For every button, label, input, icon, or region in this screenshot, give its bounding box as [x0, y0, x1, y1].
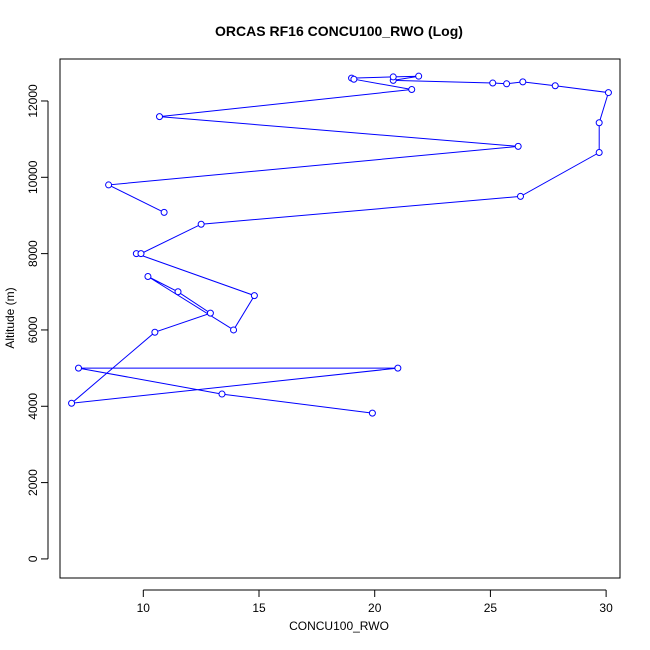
- y-tick-label: 4000: [26, 393, 40, 420]
- y-tick-label: 0: [26, 555, 40, 562]
- data-point: [394, 364, 402, 372]
- data-point: [519, 78, 527, 86]
- data-point: [68, 399, 76, 407]
- data-point: [230, 326, 238, 334]
- x-axis: 10 15 20 25 30: [137, 589, 613, 615]
- data-point: [105, 181, 113, 189]
- data-point: [595, 119, 603, 127]
- y-axis-label: Altitude (m): [3, 287, 17, 348]
- data-point: [218, 390, 226, 398]
- data-point: [160, 208, 168, 216]
- x-tick-label: 10: [137, 601, 151, 615]
- data-point: [516, 192, 524, 200]
- y-tick-label: 6000: [26, 316, 40, 343]
- data-point: [368, 409, 376, 417]
- data-point: [503, 80, 511, 88]
- data-point: [137, 250, 145, 258]
- data-point: [151, 328, 159, 336]
- x-tick-label: 15: [252, 601, 266, 615]
- data-point: [156, 113, 164, 121]
- data-point: [350, 75, 358, 83]
- data-point: [514, 142, 522, 150]
- x-tick-label: 30: [599, 601, 613, 615]
- y-axis: 0 2000 4000 6000 8000 10000 12000: [26, 84, 49, 562]
- y-tick-label: 8000: [26, 240, 40, 267]
- data-point: [595, 148, 603, 156]
- data-point: [250, 292, 258, 300]
- plot-frame: [59, 58, 621, 579]
- chart-title: ORCAS RF16 CONCU100_RWO (Log): [215, 23, 463, 39]
- data-point: [489, 79, 497, 87]
- x-axis-label: CONCU100_RWO: [289, 619, 389, 633]
- data-point: [174, 288, 182, 296]
- data-point: [197, 220, 205, 228]
- x-tick-label: 20: [368, 601, 382, 615]
- data-point: [389, 73, 397, 81]
- data-point: [75, 364, 83, 372]
- series-line: [70, 75, 610, 414]
- data-point: [144, 273, 152, 281]
- x-tick-label: 25: [484, 601, 498, 615]
- data-point: [408, 86, 416, 94]
- data-point: [604, 89, 612, 97]
- data-point: [551, 82, 559, 90]
- y-tick-label: 12000: [26, 84, 40, 118]
- y-tick-label: 2000: [26, 469, 40, 496]
- data-point: [206, 309, 214, 317]
- series-points: [68, 72, 612, 417]
- y-tick-label: 10000: [26, 160, 40, 194]
- data-point: [415, 72, 423, 80]
